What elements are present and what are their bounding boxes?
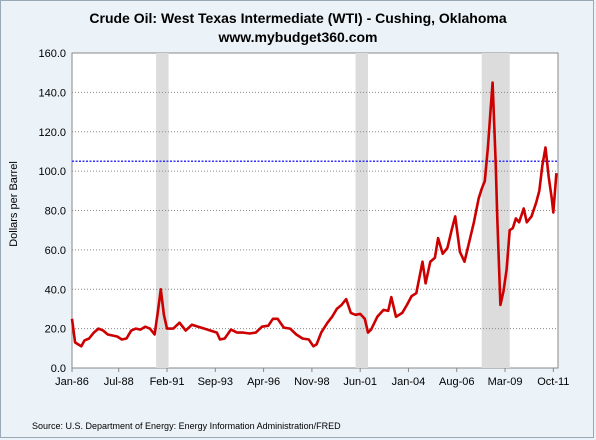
y-tick-label-0: 0.0: [51, 363, 66, 375]
source-note: Source: U.S. Department of Energy: Energ…: [32, 421, 341, 431]
x-tick-label-1: Jul-88: [104, 376, 134, 388]
x-tick-label-4: Apr-96: [247, 376, 280, 388]
y-tick-label-5: 100.0: [38, 166, 66, 178]
chart-title: Crude Oil: West Texas Intermediate (WTI)…: [89, 10, 507, 26]
x-tick-label-3: Sep-93: [198, 376, 233, 388]
chart-subtitle: www.mybudget360.com: [218, 29, 378, 45]
y-tick-label-8: 160.0: [38, 48, 66, 60]
x-tick-label-10: Oct-11: [537, 376, 569, 388]
y-tick-label-6: 120.0: [38, 127, 66, 139]
series-group: [70, 81, 558, 348]
y-tick-label-4: 80.0: [45, 206, 66, 218]
x-tick-label-0: Jan-86: [55, 376, 89, 388]
x-tick-label-5: Nov-98: [294, 376, 329, 388]
grid-lines: [72, 91, 558, 330]
x-tick-label-7: Jan-04: [392, 376, 426, 388]
x-tick-labels: Jan-86 Jul-88 Feb-91 Sep-93 Apr-96 Nov-98 Jun-…: [55, 368, 569, 388]
y-tick-label-1: 20.0: [45, 324, 66, 336]
y-tick-label-2: 40.0: [45, 284, 66, 296]
x-tick-label-9: Mar-09: [488, 376, 523, 388]
recession-band-1: [355, 53, 368, 368]
y-tick-label-3: 60.0: [45, 245, 66, 257]
x-tick-label-8: Aug-06: [439, 376, 474, 388]
y-tick-label-7: 140.0: [38, 87, 66, 99]
y-tick-labels: 0.0 20.0 40.0 60.0 80.0 100.0 120.0 140.0 160.0: [38, 48, 66, 375]
x-tick-label-6: Jun-01: [343, 376, 377, 388]
series-line-0: [70, 81, 558, 348]
x-tick-label-2: Feb-91: [150, 376, 185, 388]
